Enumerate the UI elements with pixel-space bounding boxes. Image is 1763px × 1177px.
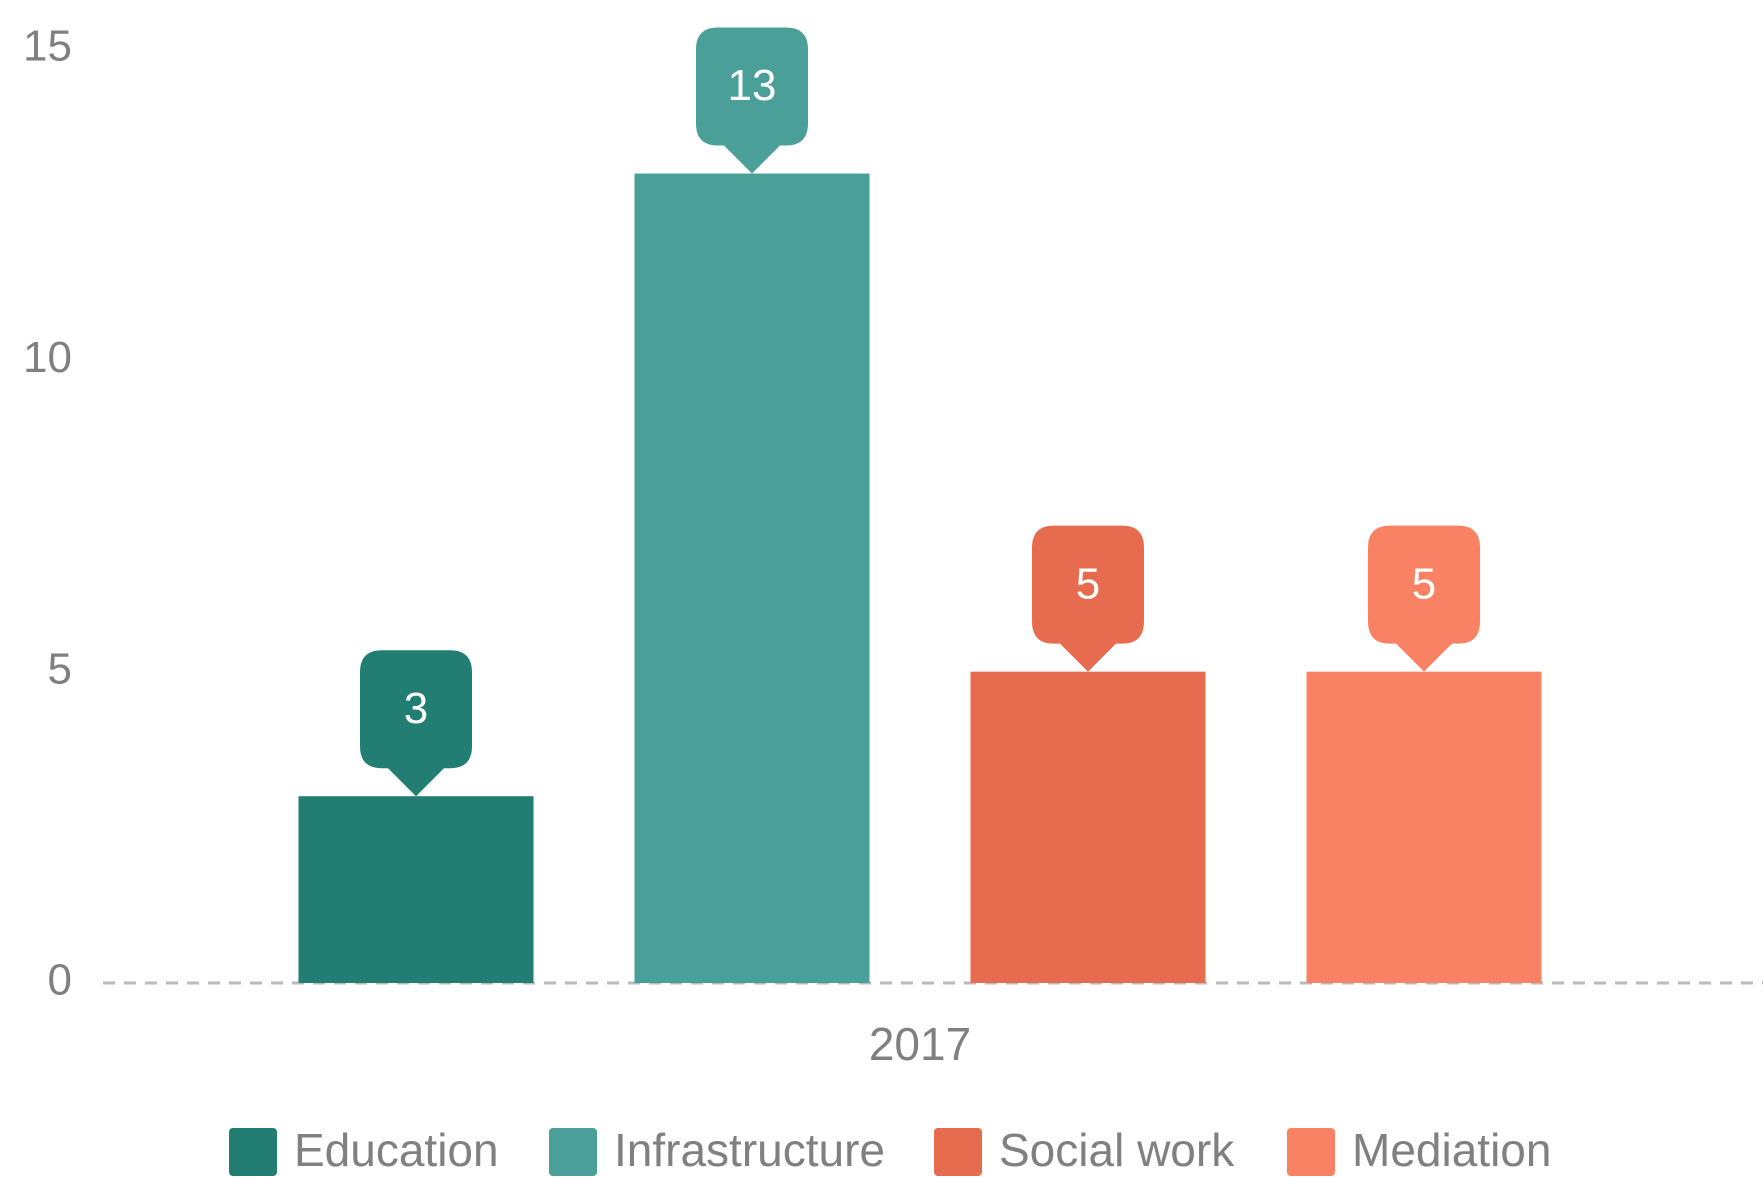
data-label: 13 xyxy=(728,61,777,110)
bar xyxy=(634,173,870,984)
y-tick-label: 5 xyxy=(48,644,72,693)
data-label-callout xyxy=(696,27,808,174)
legend-label: Education xyxy=(294,1124,499,1176)
data-label-callout xyxy=(1032,525,1144,672)
legend-swatch xyxy=(934,1128,982,1176)
data-label: 3 xyxy=(404,684,428,733)
legend-swatch xyxy=(1287,1128,1335,1176)
legend-label: Infrastructure xyxy=(614,1124,885,1176)
bar xyxy=(298,796,534,983)
bar xyxy=(970,671,1206,983)
y-tick-label: 15 xyxy=(23,22,72,71)
data-label: 5 xyxy=(1412,559,1436,608)
legend-swatch xyxy=(229,1128,277,1176)
x-tick-label: 2017 xyxy=(869,1018,971,1070)
bar xyxy=(1306,671,1542,983)
data-label-callout xyxy=(1368,525,1480,672)
data-label-callout xyxy=(360,650,472,797)
y-tick-label: 10 xyxy=(23,333,72,382)
y-tick-label: 0 xyxy=(48,956,72,1005)
data-label: 5 xyxy=(1076,559,1100,608)
legend-label: Mediation xyxy=(1352,1124,1551,1176)
legend-label: Social work xyxy=(999,1124,1235,1176)
legend-swatch xyxy=(549,1128,597,1176)
